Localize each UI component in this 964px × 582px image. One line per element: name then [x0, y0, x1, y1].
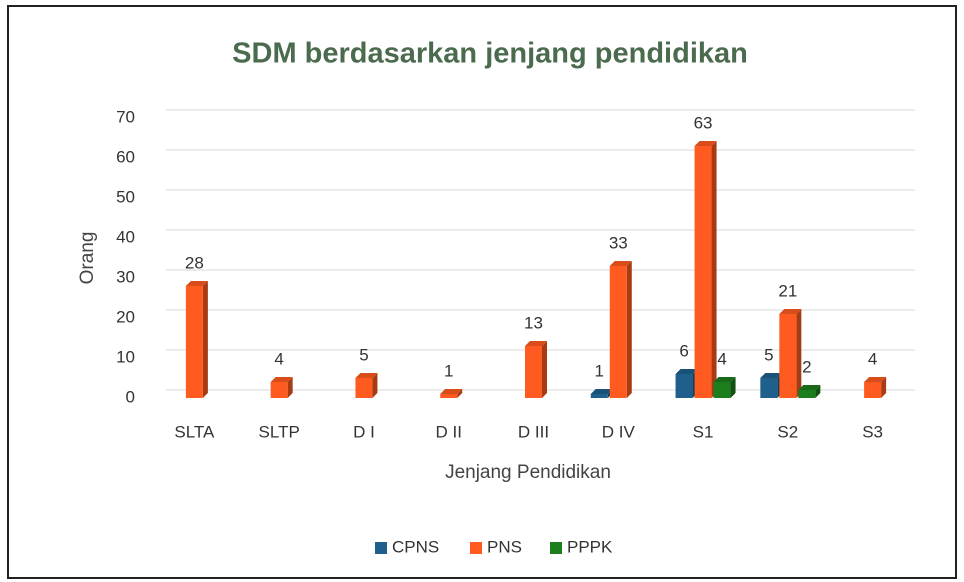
data-label: 21 — [778, 281, 797, 300]
data-label: 5 — [764, 345, 773, 364]
bar — [185, 286, 203, 398]
x-tick-label: S2 — [777, 422, 798, 441]
y-tick-label: 10 — [116, 347, 135, 366]
legend-label: PNS — [487, 537, 522, 556]
frame — [7, 5, 957, 579]
x-tick-label: S3 — [862, 422, 883, 441]
bar-side — [626, 261, 632, 398]
legend-swatch — [470, 542, 482, 554]
legend-swatch — [375, 542, 387, 554]
y-axis-title: Orang — [77, 232, 98, 285]
bar-side — [815, 385, 821, 398]
bar-top — [355, 373, 378, 378]
legend-label: PPPK — [567, 537, 613, 556]
data-label: 2 — [802, 357, 811, 376]
chart-title: SDM berdasarkan jenjang pendidikan — [232, 38, 748, 70]
bar-top — [590, 389, 613, 394]
bar-top — [713, 377, 736, 382]
bar — [675, 374, 693, 398]
bar-top — [609, 261, 632, 266]
bar — [798, 390, 816, 398]
bar-top — [798, 385, 821, 390]
bar-top — [760, 373, 783, 378]
y-tick-label: 30 — [116, 267, 135, 286]
bar-side — [711, 141, 717, 398]
data-label: 5 — [359, 345, 368, 364]
data-label: 4 — [274, 349, 283, 368]
data-label: 1 — [444, 361, 453, 380]
legend-label: CPNS — [392, 537, 439, 556]
x-tick-label: D I — [353, 422, 375, 441]
bar — [779, 314, 797, 398]
bar-side — [881, 377, 887, 398]
bar — [713, 382, 731, 398]
legend-swatch — [550, 542, 562, 554]
bar — [355, 378, 373, 398]
y-tick-label: 0 — [126, 387, 135, 406]
bar — [590, 394, 608, 398]
x-tick-label: D IV — [602, 422, 636, 441]
data-label: 4 — [868, 349, 877, 368]
bar — [609, 266, 627, 398]
bar-top — [675, 369, 698, 374]
bar-side — [796, 309, 802, 398]
bar-side — [457, 389, 463, 398]
data-label: 4 — [717, 349, 726, 368]
bar-top — [779, 309, 802, 314]
data-label: 28 — [185, 253, 204, 272]
y-tick-label: 50 — [116, 187, 135, 206]
x-tick-label: S1 — [693, 422, 714, 441]
data-label: 1 — [595, 361, 604, 380]
bar — [694, 146, 712, 398]
x-tick-label: SLTA — [174, 422, 215, 441]
bar-side — [542, 341, 547, 398]
bar-top — [185, 281, 208, 286]
data-label: 63 — [694, 113, 713, 132]
bar-top — [440, 389, 463, 394]
bar-side — [202, 281, 208, 398]
bar-top — [525, 341, 547, 346]
y-tick-label: 70 — [116, 107, 135, 126]
bar-side — [730, 377, 736, 398]
bar-side — [372, 373, 378, 398]
bar — [525, 346, 542, 398]
data-label: 6 — [679, 341, 688, 360]
y-tick-label: 40 — [116, 227, 135, 246]
bar-top — [694, 141, 717, 146]
y-tick-label: 20 — [116, 307, 135, 326]
bar-side — [287, 377, 293, 398]
bar-top — [270, 377, 293, 382]
x-tick-label: D III — [518, 422, 549, 441]
data-label: 33 — [609, 233, 628, 252]
x-axis-title: Jenjang Pendidikan — [445, 462, 611, 483]
x-tick-label: D II — [435, 422, 461, 441]
bar — [864, 382, 882, 398]
y-tick-label: 60 — [116, 147, 135, 166]
bar-top — [864, 377, 887, 382]
bar — [270, 382, 288, 398]
bar — [760, 378, 778, 398]
data-label: 13 — [524, 313, 543, 332]
bar — [440, 394, 458, 398]
x-tick-label: SLTP — [259, 422, 300, 441]
